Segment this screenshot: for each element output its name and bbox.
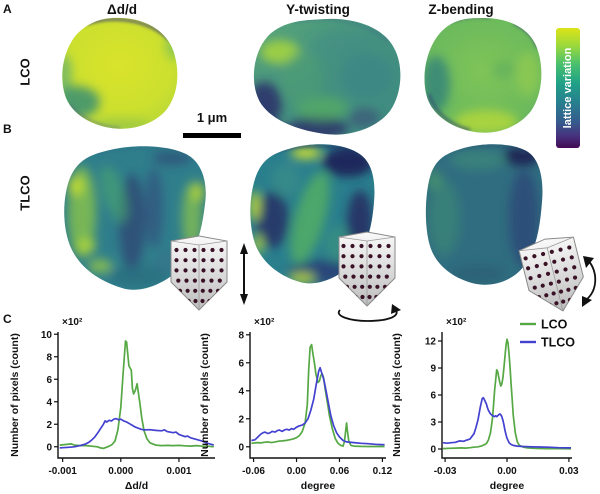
y-tick-label: 8 <box>238 330 244 341</box>
histogram-chart-z-bending: -0.03 0.00 0.03 0 3 6 9 12 ×10² degree Number of p… <box>391 317 579 492</box>
histogram-chart-y-twisting: -0.06 0.00 0.06 0.12 0 2 4 6 8 ×10² degree Number o… <box>199 317 392 492</box>
y-tick-label: 6 <box>238 358 244 369</box>
y-tick-label: 4 <box>46 397 52 408</box>
crystal-inset-y-twisting <box>337 231 401 322</box>
crystal-structure-icon <box>518 236 584 312</box>
y-tick-label: 0 <box>238 442 244 453</box>
legend-label-tlco: TLCO <box>541 336 575 350</box>
legend-label-lco: LCO <box>541 318 568 332</box>
y-axis-label: Number of pixels (count) <box>9 333 21 457</box>
row-label-tlco: TLCO <box>17 175 33 211</box>
y-tick-label: 6 <box>430 391 436 402</box>
column-header-dd: Δd/d <box>107 2 137 17</box>
y-tick-label: 2 <box>46 420 52 431</box>
updown-arrow-icon <box>240 243 248 305</box>
lco-z-bending-map-image <box>424 18 542 133</box>
panel-label-b: B <box>3 122 12 136</box>
crystal-structure-icon <box>338 231 396 307</box>
scale-bar-line <box>183 133 241 138</box>
x-axis-label: Δd/d <box>125 480 148 492</box>
axes <box>441 332 572 459</box>
lattice-variation-colorbar: lattice variation <box>556 28 580 148</box>
series-line-lco <box>251 343 385 448</box>
y-axis-label: Number of pixels (count) <box>199 333 211 457</box>
panel-label-c: C <box>3 312 12 326</box>
axes <box>249 332 386 459</box>
y-tick-label: 10 <box>41 330 53 341</box>
crystal-inset-dd <box>170 235 248 311</box>
scale-bar-label: 1 μm <box>196 110 228 125</box>
series-line-lco <box>59 340 214 450</box>
bend-arrow-icon <box>582 256 597 307</box>
x-tick-label: -0.03 <box>434 466 457 477</box>
y-tick-label: 0 <box>430 445 436 456</box>
x-tick-label: 0.12 <box>373 466 392 477</box>
y-tick-label: 6 <box>46 375 52 386</box>
y-axis-label: Number of pixels (count) <box>391 333 403 457</box>
axes <box>57 332 215 459</box>
y-tick-label: 3 <box>430 418 436 429</box>
x-tick-label: 0.00 <box>287 466 307 477</box>
colorbar-label: lattice variation <box>562 47 574 129</box>
row-label-lco: LCO <box>17 58 33 86</box>
panel-label-a: A <box>3 2 12 16</box>
crystal-structure-icon <box>170 235 228 311</box>
x-tick-label: 0.000 <box>108 466 133 477</box>
series-line-tlco <box>59 417 215 449</box>
lco-y-twisting-map-image <box>253 18 401 135</box>
y-tick-label: 0 <box>46 442 52 453</box>
histogram-chart-dd: -0.001 0.000 0.001 0 2 4 6 8 10 ×10² Δd/d Number of… <box>9 317 215 492</box>
x-tick-label: 0.00 <box>497 466 517 477</box>
x-tick-label: -0.06 <box>242 466 265 477</box>
y-tick-label: 8 <box>46 352 52 363</box>
x-axis-label: degree <box>301 480 336 492</box>
x-tick-label: 0.06 <box>330 466 350 477</box>
x-tick-label: -0.001 <box>48 466 77 477</box>
y-tick-label: 9 <box>430 364 436 375</box>
column-header-z-bending: Z-bending <box>428 2 494 17</box>
y-tick-label: 4 <box>238 386 244 397</box>
rotation-arrow-icon <box>337 304 401 322</box>
crystal-inset-z-bending <box>518 236 597 312</box>
series-line-tlco <box>251 366 385 446</box>
x-tick-label: 0.03 <box>559 466 579 477</box>
x-axis-label: degree <box>490 480 525 492</box>
x-tick-label: 0.001 <box>166 466 191 477</box>
y-tick-label: 2 <box>238 414 244 425</box>
series-line-tlco <box>442 396 572 449</box>
y-tick-label: 12 <box>425 337 437 348</box>
y-axis-multiplier: ×10² <box>254 317 275 328</box>
lco-dd-map-image <box>62 17 178 129</box>
y-axis-multiplier: ×10² <box>446 317 467 328</box>
y-axis-multiplier: ×10² <box>62 317 83 328</box>
column-header-y-twisting: Y-twisting <box>286 2 350 17</box>
series-line-lco <box>442 338 572 450</box>
